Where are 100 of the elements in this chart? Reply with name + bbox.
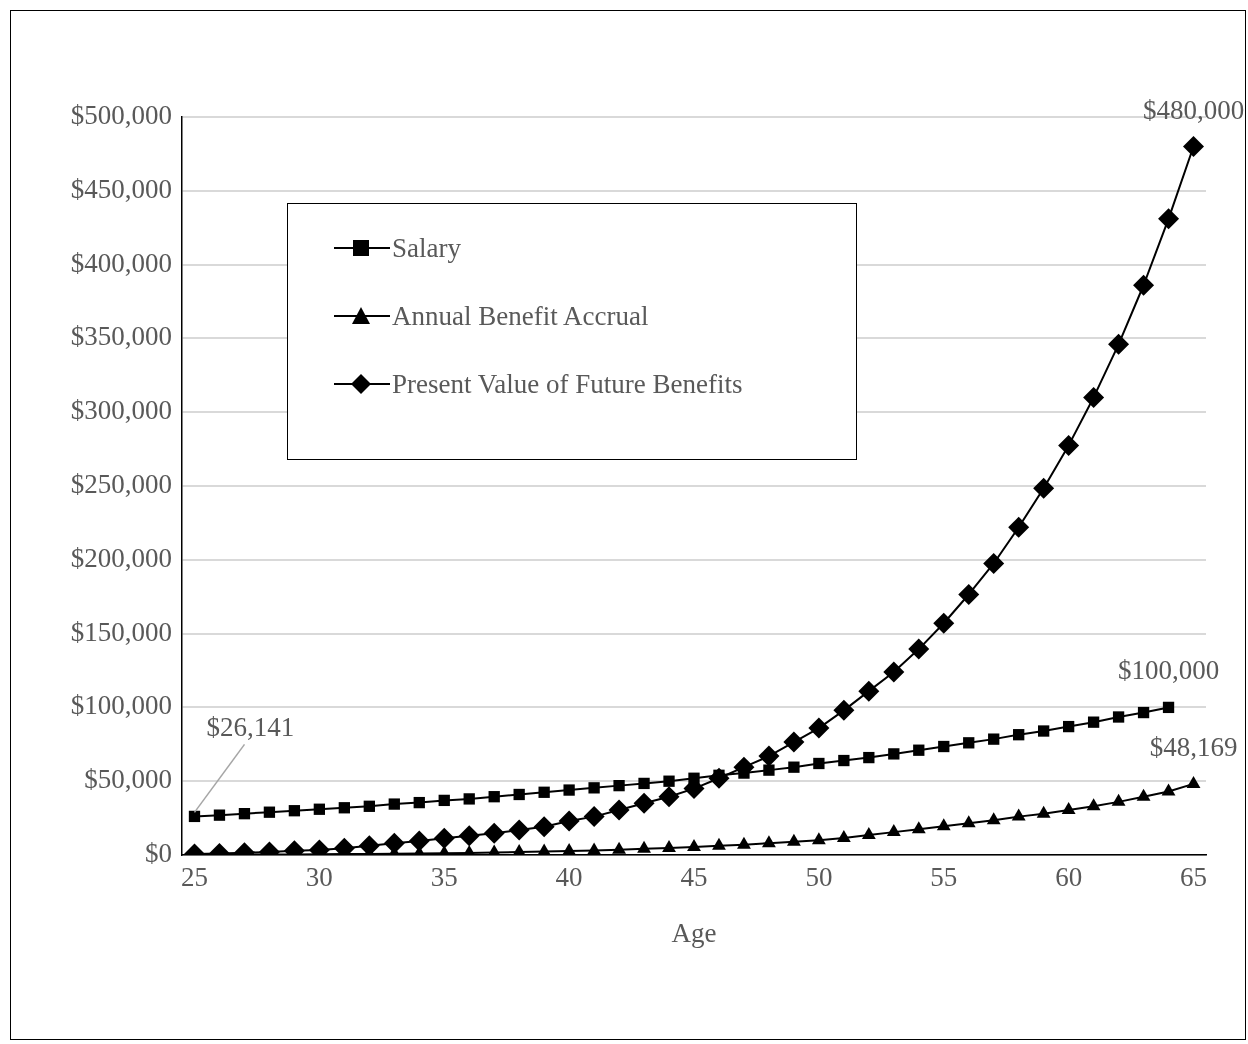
- point: [838, 754, 850, 767]
- point: [886, 824, 901, 837]
- point: [263, 806, 276, 818]
- point: [1062, 720, 1075, 733]
- point: [213, 809, 226, 821]
- point: [288, 805, 301, 817]
- point: [188, 810, 201, 823]
- x-tick-label: 65: [1180, 862, 1208, 893]
- annotation: $48,169: [1149, 731, 1238, 762]
- point: [587, 842, 602, 855]
- point: [933, 612, 955, 634]
- point: [1161, 783, 1176, 796]
- point: [433, 827, 455, 849]
- point: [687, 838, 701, 851]
- x-tick-label: 50: [805, 862, 833, 893]
- point: [833, 699, 855, 721]
- point: [762, 835, 776, 848]
- point: [913, 744, 925, 756]
- point: [863, 751, 875, 764]
- point: [558, 810, 580, 832]
- x-tick-label: 30: [305, 862, 333, 893]
- point: [688, 772, 700, 784]
- point: [813, 757, 825, 770]
- point: [363, 800, 375, 812]
- y-tick-label: $100,000: [70, 690, 172, 721]
- point: [613, 779, 625, 792]
- point: [358, 835, 380, 855]
- point: [811, 832, 826, 845]
- point: [908, 638, 930, 660]
- point: [537, 843, 552, 855]
- point: [958, 583, 980, 605]
- point: [883, 661, 905, 683]
- point: [438, 794, 450, 807]
- point: [662, 839, 676, 852]
- point: [1058, 434, 1080, 456]
- point: [783, 731, 805, 753]
- point: [988, 733, 1000, 745]
- point: [911, 821, 926, 834]
- point: [1137, 706, 1150, 719]
- point: [1011, 808, 1026, 821]
- point: [1136, 788, 1151, 801]
- x-tick-label: 45: [680, 862, 708, 893]
- y-tick-label: $250,000: [70, 469, 172, 500]
- point: [737, 836, 751, 849]
- x-tick-label: 55: [930, 862, 958, 893]
- point: [808, 717, 830, 739]
- point: [1162, 701, 1175, 714]
- point: [786, 833, 801, 846]
- point: [1008, 516, 1030, 538]
- point: [763, 764, 775, 776]
- point: [1033, 477, 1055, 499]
- point: [338, 802, 350, 814]
- annotation: $100,000: [1117, 655, 1220, 686]
- point: [562, 843, 577, 855]
- point: [413, 796, 425, 809]
- point: [663, 775, 675, 787]
- y-tick-label: $350,000: [70, 321, 172, 352]
- annotation: $26,141: [206, 712, 295, 743]
- point: [533, 816, 555, 838]
- point: [858, 680, 880, 702]
- x-tick-label: 40: [555, 862, 583, 893]
- point: [1186, 775, 1201, 788]
- point: [1086, 798, 1101, 811]
- point: [788, 761, 800, 773]
- point: [1038, 725, 1050, 737]
- legend-label: Annual Benefit Accrual: [392, 300, 649, 332]
- y-tick-label: $0: [145, 838, 172, 869]
- point: [712, 837, 726, 850]
- x-axis-title: Age: [671, 917, 717, 948]
- point: [758, 745, 780, 767]
- y-tick-label: $500,000: [70, 100, 172, 131]
- point: [1013, 729, 1025, 741]
- point: [1111, 793, 1126, 806]
- point: [1108, 333, 1130, 355]
- point: [313, 803, 326, 815]
- point: [861, 827, 876, 840]
- point: [1083, 386, 1105, 408]
- point: [1112, 711, 1125, 723]
- point: [608, 799, 630, 821]
- point: [513, 788, 525, 801]
- point: [637, 840, 651, 853]
- point: [512, 844, 527, 855]
- point: [463, 793, 475, 805]
- point: [986, 812, 1001, 825]
- point: [938, 740, 950, 753]
- point: [612, 841, 626, 854]
- point: [238, 808, 251, 820]
- point: [563, 784, 575, 796]
- point: [888, 748, 900, 760]
- point: [1133, 274, 1155, 296]
- point: [836, 830, 851, 843]
- x-tick-label: 25: [180, 862, 208, 893]
- point: [588, 782, 600, 794]
- point: [1158, 208, 1180, 230]
- point: [633, 792, 655, 814]
- point: [658, 786, 680, 808]
- point: [458, 825, 480, 847]
- point: [408, 830, 430, 852]
- point: [483, 822, 505, 844]
- legend-label: Present Value of Future Benefits: [392, 368, 743, 400]
